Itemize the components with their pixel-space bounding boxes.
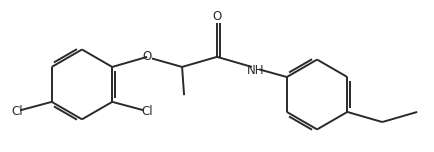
Text: O: O [212,10,222,23]
Text: Cl: Cl [11,105,23,118]
Text: Cl: Cl [141,105,153,118]
Text: NH: NH [247,64,264,77]
Text: O: O [142,50,152,63]
